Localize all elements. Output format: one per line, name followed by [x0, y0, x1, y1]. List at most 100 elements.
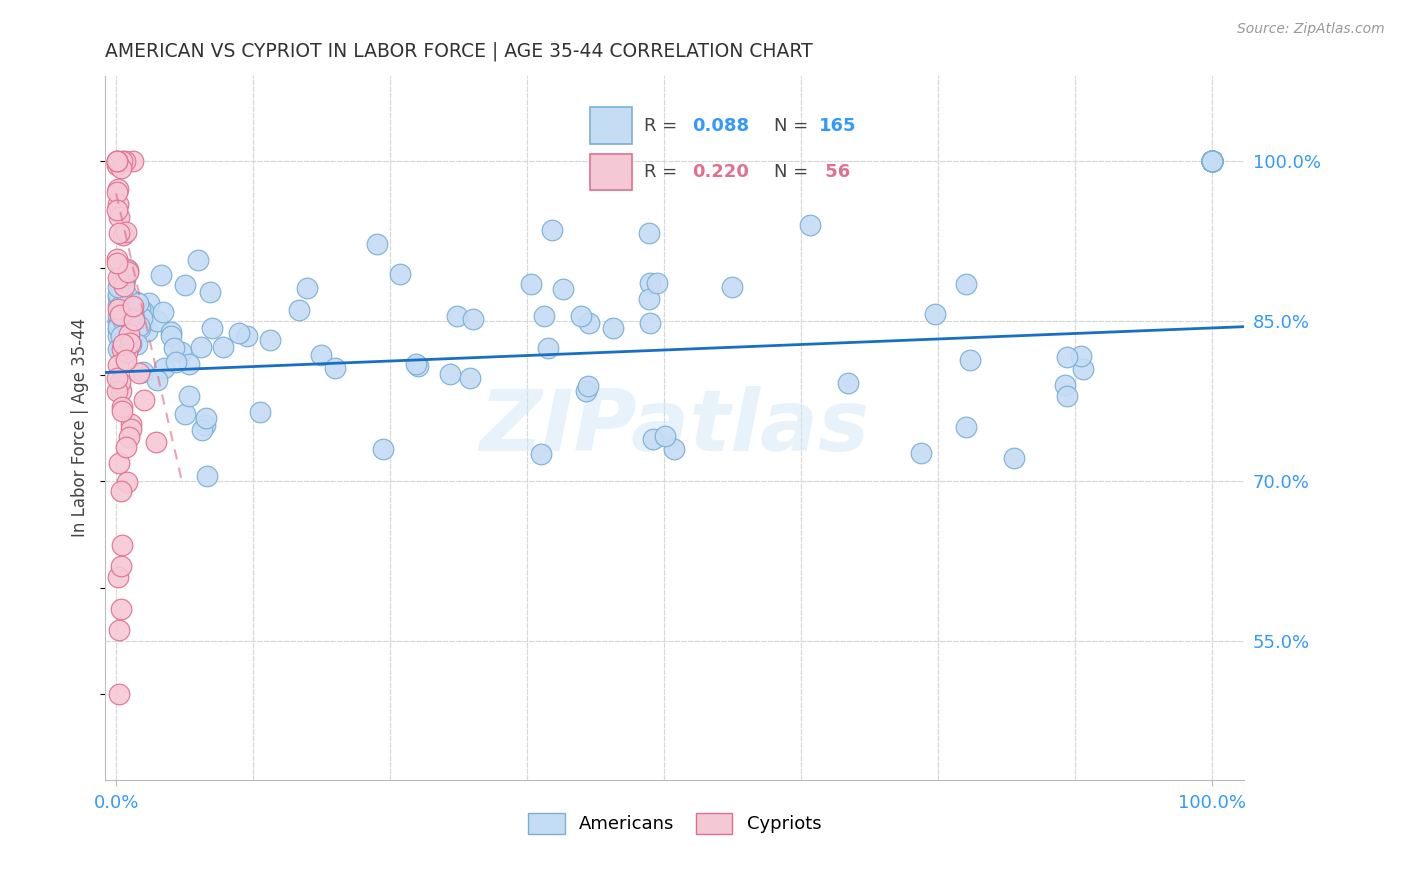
Point — [111, 312, 134, 326]
Point — [799, 219, 821, 233]
Point — [112, 276, 135, 290]
Point — [107, 342, 129, 356]
Point — [107, 312, 129, 326]
Point — [191, 424, 214, 438]
Point — [122, 321, 145, 335]
Point — [1201, 154, 1223, 169]
Point — [924, 307, 946, 321]
Point — [110, 484, 132, 499]
Point — [110, 161, 132, 175]
Point — [163, 342, 186, 356]
Point — [132, 365, 155, 379]
Point — [108, 314, 131, 328]
Point — [110, 375, 132, 389]
Point — [174, 407, 197, 421]
Point — [118, 334, 141, 349]
Point — [105, 370, 128, 384]
Point — [1201, 154, 1223, 169]
Point — [541, 223, 564, 237]
Point — [955, 420, 977, 434]
Point — [138, 296, 160, 310]
Point — [108, 317, 131, 331]
Point — [112, 299, 135, 313]
Point — [107, 570, 129, 584]
Point — [107, 286, 129, 301]
Point — [122, 154, 145, 169]
Point — [112, 227, 135, 242]
Point — [115, 345, 138, 359]
Point — [125, 294, 148, 309]
Point — [107, 323, 129, 337]
Point — [105, 202, 128, 217]
Point — [124, 317, 146, 331]
Point — [910, 446, 932, 460]
Point — [165, 354, 187, 368]
Point — [110, 559, 132, 574]
Point — [110, 329, 132, 343]
Point — [125, 337, 148, 351]
Point — [105, 158, 128, 172]
Point — [110, 602, 132, 616]
Point — [640, 316, 662, 330]
Point — [145, 434, 167, 449]
Point — [107, 316, 129, 330]
Point — [638, 276, 661, 290]
Point — [107, 358, 129, 372]
Point — [1201, 154, 1223, 169]
Point — [111, 342, 134, 356]
Text: Source: ZipAtlas.com: Source: ZipAtlas.com — [1237, 22, 1385, 37]
Point — [107, 279, 129, 293]
Point — [837, 376, 859, 391]
Point — [323, 361, 346, 376]
Text: N =: N = — [773, 117, 808, 135]
Point — [132, 393, 155, 408]
Point — [211, 340, 233, 354]
Point — [389, 267, 412, 281]
Point — [1201, 154, 1223, 169]
Point — [1201, 154, 1223, 169]
Text: R =: R = — [644, 117, 683, 135]
Point — [721, 280, 744, 294]
Point — [128, 295, 150, 310]
Point — [1201, 154, 1223, 169]
Point — [160, 329, 183, 343]
Bar — [589, 107, 631, 145]
Point — [129, 320, 152, 334]
Point — [108, 309, 131, 323]
Point — [122, 302, 145, 317]
Point — [1201, 154, 1223, 169]
Point — [1201, 154, 1223, 169]
Bar — [589, 153, 631, 190]
Point — [1201, 154, 1223, 169]
Point — [117, 310, 139, 324]
Point — [533, 309, 555, 323]
Point — [128, 367, 150, 381]
Point — [190, 340, 212, 354]
Point — [105, 252, 128, 266]
Point — [537, 341, 560, 355]
Point — [108, 226, 131, 240]
Point — [114, 287, 136, 301]
Point — [122, 306, 145, 320]
Point — [160, 325, 183, 339]
Point — [110, 384, 132, 399]
Text: AMERICAN VS CYPRIOT IN LABOR FORCE | AGE 35-44 CORRELATION CHART: AMERICAN VS CYPRIOT IN LABOR FORCE | AGE… — [105, 42, 813, 62]
Point — [1056, 350, 1078, 364]
Point — [1056, 388, 1078, 402]
Point — [121, 297, 143, 311]
Point — [105, 154, 128, 169]
Point — [602, 321, 624, 335]
Point — [177, 388, 200, 402]
Legend: Americans, Cypriots: Americans, Cypriots — [529, 813, 821, 834]
Point — [105, 154, 128, 169]
Point — [108, 687, 131, 701]
Point — [136, 324, 159, 338]
Point — [1201, 154, 1223, 169]
Point — [149, 268, 172, 282]
Point — [1002, 451, 1025, 466]
Point — [519, 277, 541, 291]
Point — [110, 271, 132, 285]
Point — [107, 290, 129, 304]
Point — [105, 154, 128, 169]
Point — [108, 337, 131, 351]
